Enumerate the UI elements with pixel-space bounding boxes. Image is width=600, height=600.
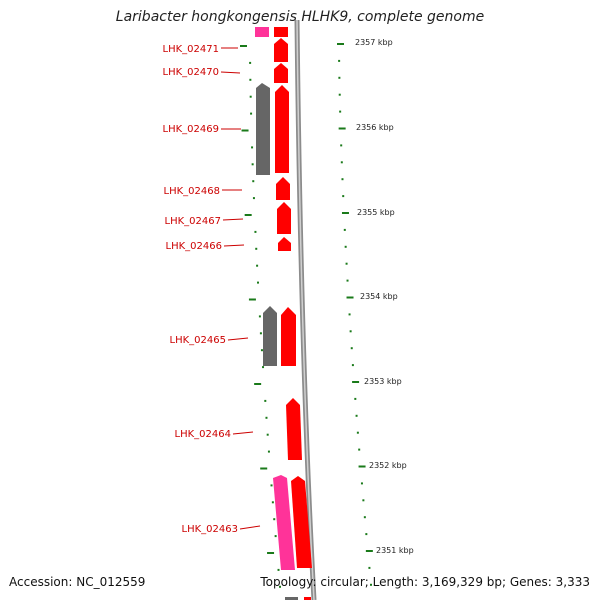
gene-grey-bottom — [285, 597, 298, 600]
kbp-label: 2357 kbp — [355, 38, 393, 47]
gene-arrow-02466 — [278, 237, 291, 251]
tick-marks — [240, 43, 373, 588]
gene-red-top — [274, 27, 288, 37]
label-line-02463 — [239, 525, 261, 530]
label-line-02470 — [220, 71, 241, 74]
gene-arrow-02468 — [276, 177, 290, 200]
gene-label: LHK_02464 — [175, 429, 231, 440]
gene-arrow-02464 — [286, 398, 302, 460]
gene-label: LHK_02469 — [163, 124, 219, 135]
gene-grey-02469 — [256, 83, 270, 175]
label-line-02466 — [223, 244, 245, 247]
gene-arrow-02471 — [274, 38, 288, 62]
gene-label: LHK_02466 — [166, 241, 222, 252]
gene-label: LHK_02470 — [163, 67, 219, 78]
gene-label: LHK_02467 — [165, 216, 221, 227]
gene-pink-02463 — [273, 475, 295, 570]
gene-grey-02465 — [263, 306, 277, 366]
gene-label-lines — [220, 47, 261, 530]
gene-label: LHK_02463 — [182, 524, 238, 535]
gene-features — [255, 27, 312, 600]
kbp-label: 2355 kbp — [357, 208, 395, 217]
gene-label: LHK_02468 — [164, 186, 220, 197]
kbp-label: 2353 kbp — [364, 377, 402, 386]
gene-red-bottom — [304, 597, 311, 600]
accession-text: Accession: NC_012559 — [9, 575, 146, 589]
gene-pink-top — [255, 27, 269, 37]
kbp-label: 2351 kbp — [376, 546, 414, 555]
gene-arrow-02463 — [291, 476, 312, 568]
genome-backbone-highlight — [296, 19, 315, 600]
gene-arrow-02467 — [277, 202, 291, 234]
map-title: Laribacter hongkongensis HLHK9, complete… — [115, 9, 485, 25]
kbp-label: 2352 kbp — [369, 461, 407, 470]
gene-arrow-02470 — [274, 63, 288, 83]
label-line-02467 — [222, 218, 244, 221]
gene-label: LHK_02471 — [163, 44, 219, 55]
gene-labels: LHK_02471 LHK_02470 LHK_02469 LHK_02468 … — [163, 44, 238, 535]
gene-arrow-02469 — [275, 85, 289, 173]
kbp-label: 2356 kbp — [356, 123, 394, 132]
label-line-02465 — [227, 337, 249, 341]
label-line-02464 — [232, 431, 254, 435]
gene-arrow-02465 — [281, 307, 296, 366]
kbp-label: 2354 kbp — [360, 292, 398, 301]
kbp-labels: 2357 kbp 2356 kbp 2355 kbp 2354 kbp 2353… — [355, 38, 414, 555]
topology-text: Topology: circular; Length: 3,169,329 bp… — [260, 575, 590, 589]
gene-label: LHK_02465 — [170, 335, 226, 346]
